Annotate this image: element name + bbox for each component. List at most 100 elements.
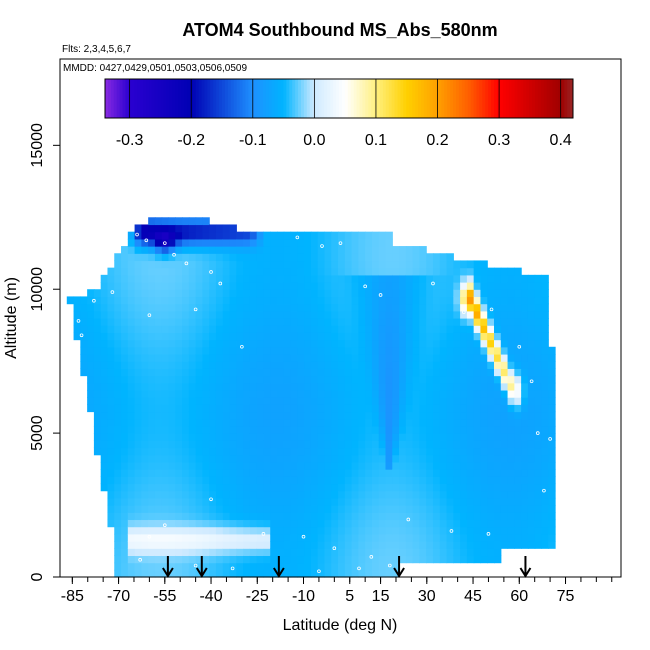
heatmap-cell — [317, 469, 326, 477]
heatmap-cell — [453, 282, 461, 290]
heatmap-cell — [114, 382, 122, 391]
colorbar-segment — [131, 79, 135, 118]
heatmap-cell — [297, 368, 305, 377]
colorbar-segment — [242, 79, 246, 118]
heatmap-cell — [385, 246, 393, 254]
heatmap-cell — [175, 469, 183, 477]
heatmap-cell — [100, 296, 109, 305]
heatmap-cell — [371, 253, 380, 262]
heatmap-cell — [548, 497, 556, 506]
heatmap-cell — [310, 282, 319, 290]
colorbar-segment — [517, 79, 521, 118]
heatmap-cell — [243, 332, 251, 341]
sample-point — [218, 281, 223, 286]
heatmap-cell — [385, 332, 393, 341]
heatmap-cell — [324, 454, 332, 463]
heatmap-cell — [317, 505, 326, 513]
colorbar-segment — [438, 79, 442, 118]
heatmap-cell — [249, 476, 258, 485]
heatmap-cell — [270, 490, 278, 499]
heatmap-cell — [412, 418, 421, 427]
heatmap-cell — [432, 469, 441, 477]
heatmap-cell — [453, 382, 461, 391]
sample-point — [230, 566, 235, 571]
colorbar-segment — [239, 79, 243, 118]
heatmap-cell — [283, 461, 292, 470]
heatmap-cell — [310, 433, 319, 441]
heatmap-cell — [500, 433, 509, 441]
heatmap-cell — [405, 433, 414, 441]
heatmap-cell — [480, 411, 488, 420]
heatmap-cell — [507, 433, 515, 441]
heatmap-cell — [222, 318, 231, 326]
heatmap-cell — [344, 296, 353, 305]
heatmap-cell — [236, 569, 244, 578]
heatmap-cell — [534, 375, 543, 384]
heatmap-cell — [121, 461, 129, 470]
heatmap-cell — [134, 447, 142, 456]
heatmap-cell — [215, 310, 224, 319]
heatmap-cell — [460, 274, 468, 283]
heatmap-cell — [107, 332, 115, 341]
heatmap-cell — [297, 325, 305, 333]
heatmap-cell — [432, 339, 441, 348]
colorbar-tick-label: 0.2 — [426, 132, 448, 149]
heatmap-cell — [432, 433, 441, 441]
heatmap-cell — [371, 433, 380, 441]
heatmap-cell — [446, 404, 454, 413]
heatmap-cell — [168, 382, 176, 391]
heatmap-cell — [310, 260, 319, 269]
heatmap-cell — [487, 368, 495, 377]
heatmap-cell — [270, 425, 278, 434]
heatmap-cell — [412, 497, 421, 506]
heatmap-cell — [148, 296, 156, 305]
heatmap-cell — [419, 353, 427, 362]
heatmap-cell — [175, 224, 183, 233]
heatmap-cell — [215, 260, 224, 269]
heatmap-cell — [270, 569, 278, 578]
heatmap-cell — [222, 246, 231, 254]
heatmap-cell — [243, 418, 251, 427]
colorbar-segment — [417, 79, 422, 118]
heatmap-cell — [297, 274, 305, 283]
heatmap-cell — [283, 411, 292, 420]
heatmap-cell — [534, 461, 543, 470]
heatmap-cell — [534, 469, 543, 477]
heatmap-cell — [439, 505, 448, 513]
heatmap-cell — [385, 238, 393, 247]
heatmap-cell — [188, 461, 197, 470]
heatmap-cell — [324, 562, 332, 571]
colorbar-segment — [333, 79, 337, 118]
heatmap-cell — [331, 361, 339, 369]
heatmap-cell — [175, 296, 183, 305]
heatmap-cell — [412, 440, 421, 449]
heatmap-cell — [385, 397, 393, 405]
colorbar-segment — [224, 79, 229, 118]
heatmap-cell — [514, 425, 522, 434]
heatmap-cell — [412, 555, 421, 564]
heatmap-cell — [534, 282, 543, 290]
heatmap-cell — [249, 303, 258, 312]
heatmap-cell — [270, 505, 278, 513]
heatmap-cell — [134, 260, 142, 269]
heatmap-cell — [277, 505, 285, 513]
heatmap-cell — [541, 411, 549, 420]
heatmap-cell — [270, 526, 278, 535]
heatmap-cell — [93, 318, 102, 326]
heatmap-cell — [480, 526, 488, 535]
heatmap-cell — [304, 404, 312, 413]
heatmap-cell — [439, 418, 448, 427]
heatmap-cell — [419, 555, 427, 564]
heatmap-cell — [134, 519, 142, 528]
heatmap-cell — [521, 418, 529, 427]
heatmap-cell — [121, 569, 129, 578]
heatmap-cell — [297, 332, 305, 341]
heatmap-cell — [378, 318, 387, 326]
heatmap-cell — [222, 454, 231, 463]
heatmap-cell — [215, 267, 224, 276]
colorbar-segment — [534, 79, 539, 118]
heatmap-cell — [141, 469, 149, 477]
heatmap-cell — [548, 361, 556, 369]
heatmap-cell — [541, 497, 549, 506]
heatmap-cell — [87, 303, 95, 312]
